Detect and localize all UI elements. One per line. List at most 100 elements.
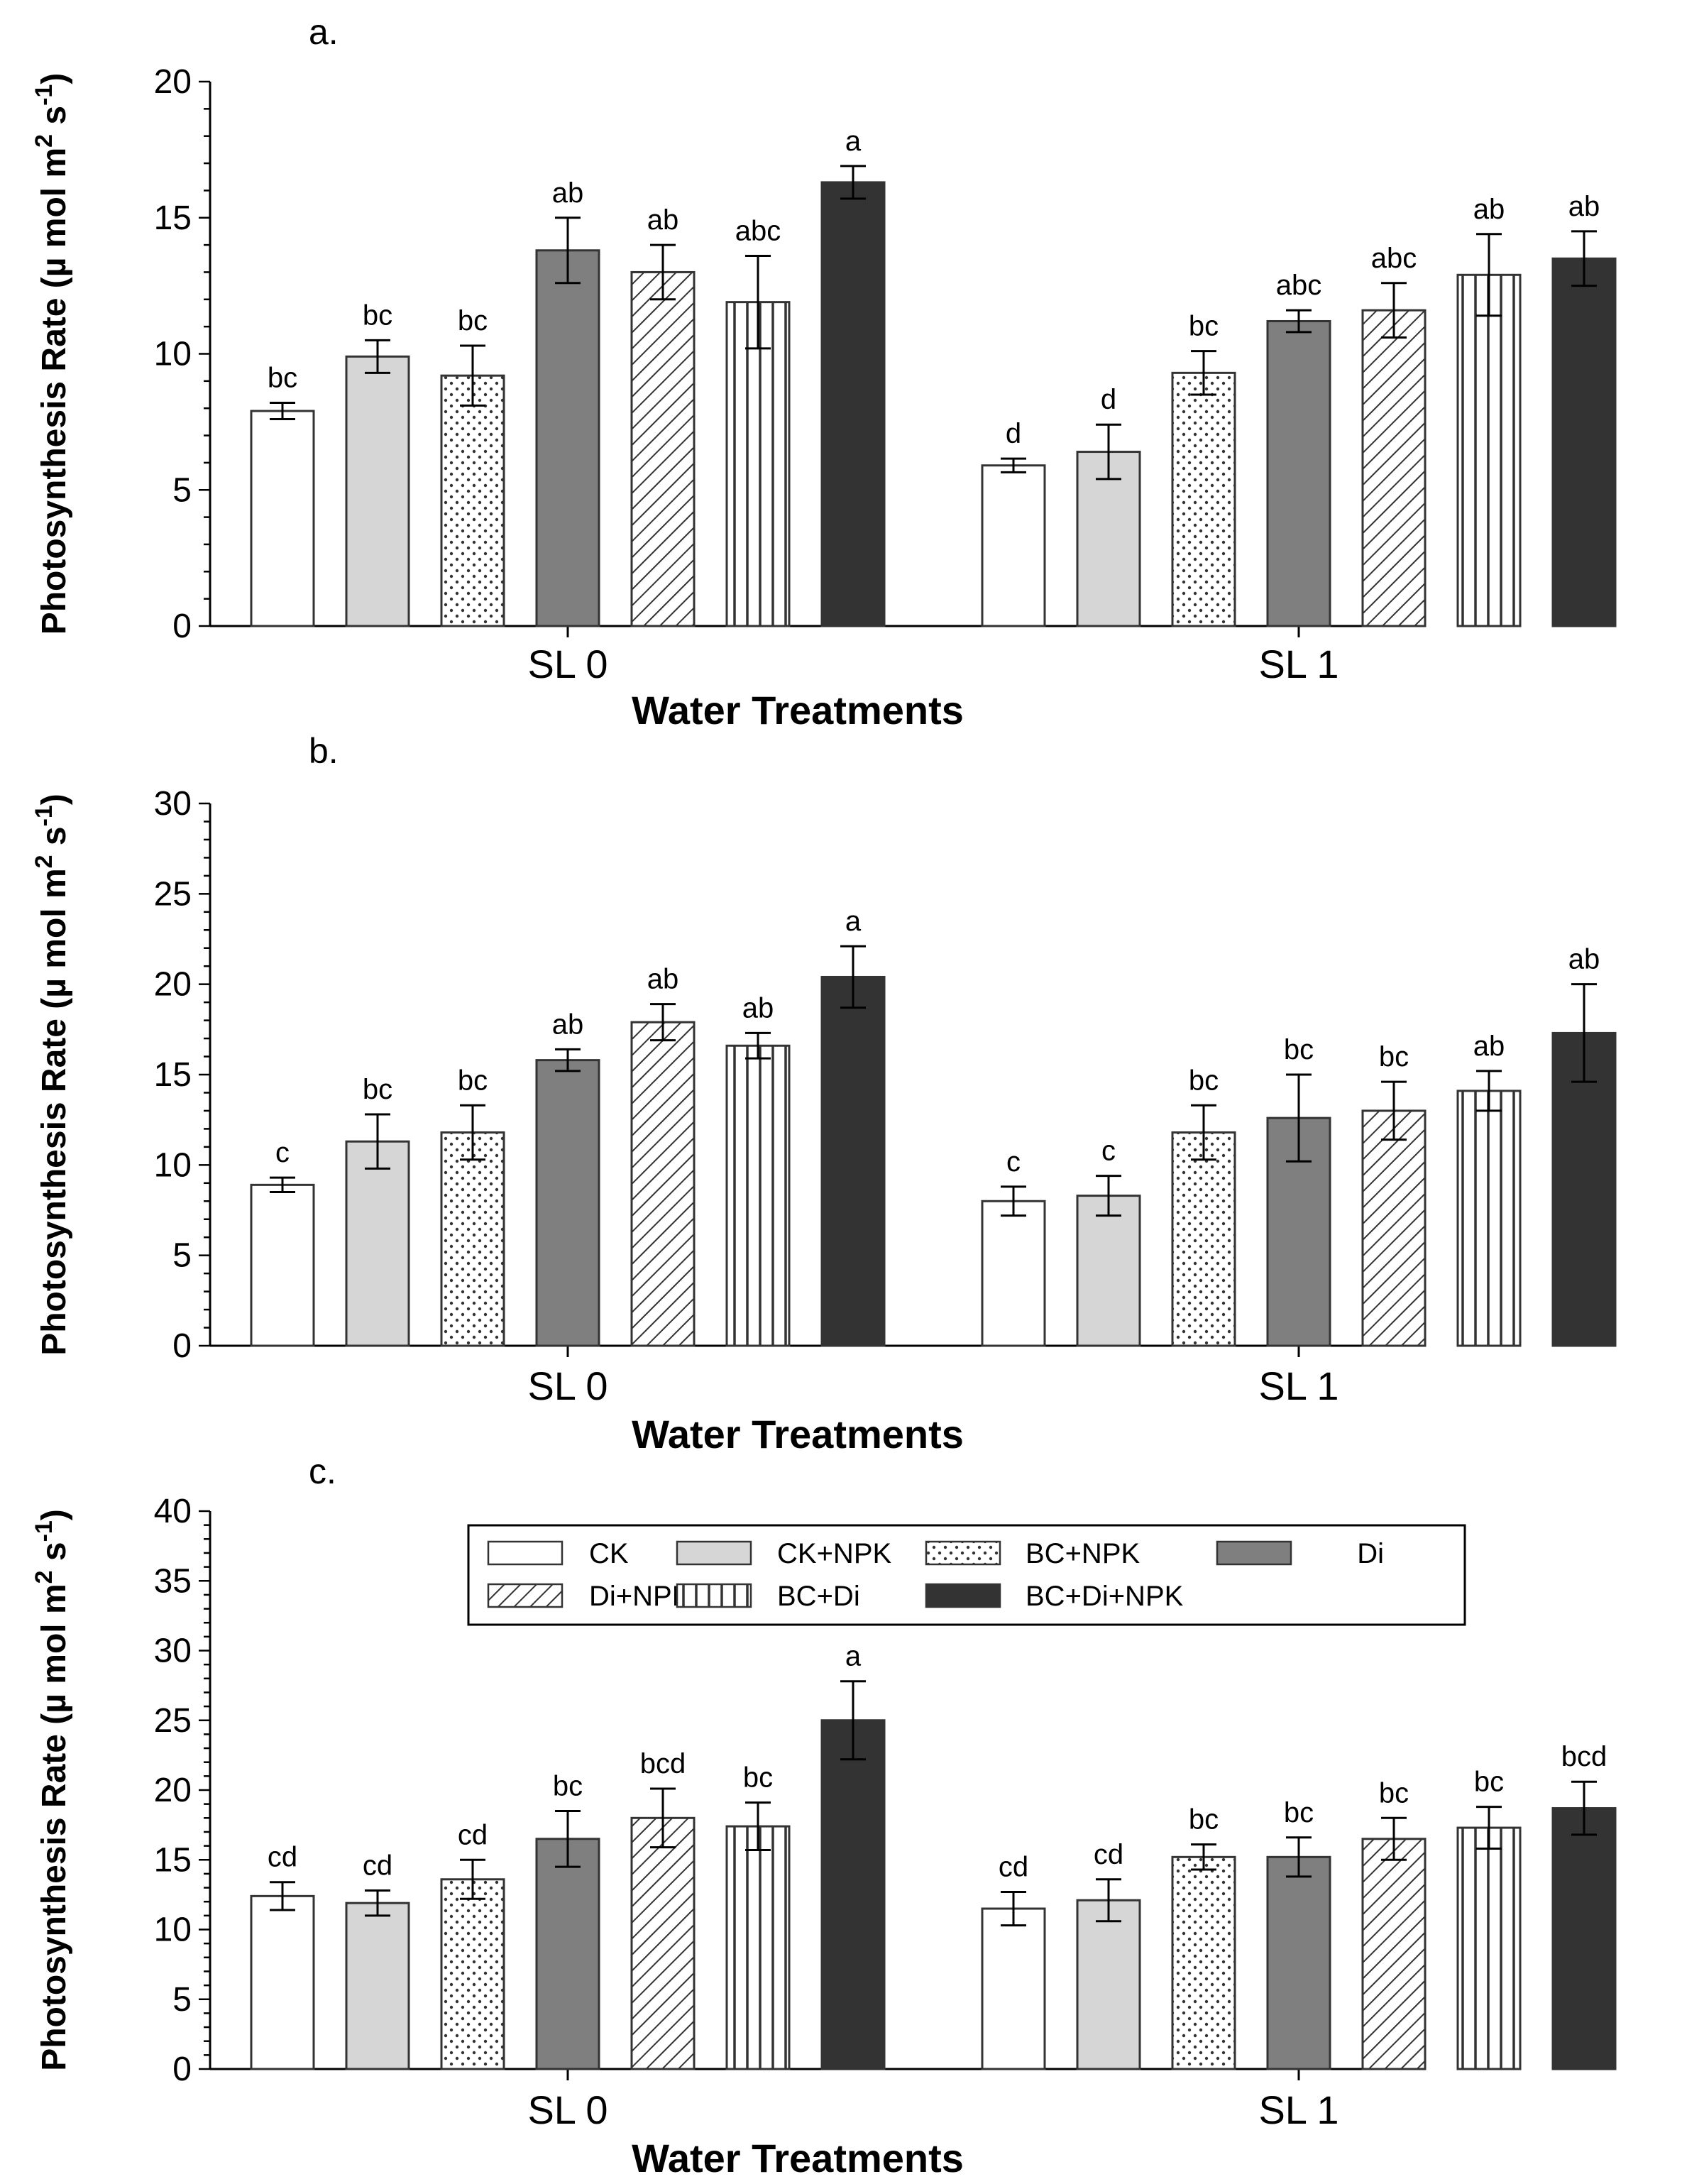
- bar-ck-npk-sl0: [345, 355, 410, 627]
- significance-letter: bc: [1189, 1804, 1219, 1835]
- y-axis-title: Photosynthesis Rate (µ mol m2 s-1): [31, 73, 73, 635]
- significance-letter: cd: [999, 1851, 1028, 1882]
- y-tick-label: 0: [172, 608, 192, 645]
- significance-letter: bc: [268, 363, 297, 394]
- significance-letter: bc: [1379, 1041, 1409, 1072]
- y-tick-label: 30: [154, 785, 192, 823]
- y-tick-label: 20: [154, 966, 192, 1004]
- y-title-sup: -1: [31, 1520, 57, 1542]
- bar-bc-di-sl0: [725, 301, 791, 627]
- y-tick-label: 0: [172, 1327, 192, 1365]
- legend-swatch: [676, 1583, 752, 1608]
- legend-label: Di+NPK: [589, 1581, 691, 1612]
- significance-letter: a: [845, 906, 862, 937]
- bar-bc-npk-sl0: [440, 374, 505, 627]
- category-label: SL 1: [1258, 1363, 1339, 1408]
- bar-ck-sl1: [981, 1200, 1046, 1347]
- significance-letter: a: [845, 1641, 862, 1672]
- significance-letter: abc: [1276, 270, 1322, 301]
- significance-letter: bc: [363, 300, 392, 331]
- significance-letter: cd: [363, 1850, 392, 1881]
- y-title-main: Photosynthesis Rate (µ mol m: [35, 148, 73, 635]
- legend-swatch: [487, 1540, 564, 1566]
- bar-di-npk-sl1: [1361, 1109, 1427, 1347]
- significance-letter: ab: [647, 204, 679, 236]
- bar-bc-di-npk-sl1: [1551, 257, 1617, 627]
- bar-ck-sl1: [981, 464, 1046, 627]
- bar-bc-di-sl1: [1456, 1090, 1522, 1347]
- category-label: SL 1: [1258, 642, 1339, 686]
- y-tick-label: 30: [154, 1632, 192, 1670]
- bar-di-sl0: [535, 249, 600, 627]
- legend-swatch: [1216, 1540, 1292, 1566]
- significance-letter: bcd: [640, 1748, 686, 1779]
- y-tick-label: 5: [172, 471, 192, 509]
- significance-letter: c: [1101, 1136, 1116, 1167]
- significance-letter: d: [1101, 384, 1116, 415]
- legend: CK CK+NPK BC+NPK Di Di+NPK BC+Di BC+Di+NPK: [467, 1524, 1466, 1626]
- significance-letter: bc: [1189, 311, 1219, 342]
- bar-di-npk-sl0: [630, 1816, 696, 2070]
- legend-swatch: [676, 1540, 752, 1566]
- y-tick-label: 10: [154, 1146, 192, 1184]
- bar-di-sl1: [1266, 319, 1331, 627]
- y-axis-title: Photosynthesis Rate (µ mol m2 s-1): [31, 1509, 73, 2071]
- y-title-main: Photosynthesis Rate (µ mol m: [35, 868, 73, 1355]
- significance-letter: cd: [458, 1819, 488, 1850]
- bar-bc-npk-sl1: [1171, 1131, 1236, 1347]
- y-title-end: ): [35, 73, 73, 84]
- y-tick-label: 25: [154, 875, 192, 913]
- bar-ck-npk-sl1: [1076, 1899, 1141, 2070]
- bar-bc-di-sl0: [725, 1044, 791, 1347]
- significance-letter: d: [1006, 418, 1021, 449]
- bar-ck-sl1: [981, 1907, 1046, 2070]
- y-title-sup: -1: [31, 84, 57, 106]
- bar-bc-di-sl0: [725, 1825, 791, 2070]
- y-tick-label: 0: [172, 2051, 192, 2088]
- bar-bc-di-sl1: [1456, 1826, 1522, 2070]
- significance-letter: c: [275, 1137, 290, 1168]
- significance-letter: bcd: [1561, 1741, 1607, 1772]
- legend-label: BC+NPK: [1026, 1538, 1140, 1569]
- y-tick-label: 20: [154, 63, 192, 101]
- bar-ck-sl0: [250, 1894, 315, 2070]
- significance-letter: bc: [458, 305, 488, 336]
- significance-letter: cd: [268, 1842, 297, 1873]
- significance-letter: c: [1006, 1146, 1021, 1178]
- significance-letter: ab: [647, 964, 679, 995]
- significance-letter: cd: [1094, 1839, 1123, 1870]
- y-tick-label: 15: [154, 1056, 192, 1094]
- y-tick-label: 5: [172, 1981, 192, 2019]
- significance-letter: ab: [1568, 191, 1600, 222]
- bar-bc-npk-sl0: [440, 1878, 505, 2070]
- bar-bc-di-npk-sl1: [1551, 1031, 1617, 1347]
- significance-letter: bc: [363, 1074, 392, 1105]
- y-title-sup: -1: [31, 805, 57, 826]
- panel-label: b.: [309, 731, 339, 771]
- legend-label: CK+NPK: [777, 1538, 891, 1569]
- legend-swatch: [487, 1583, 564, 1608]
- x-axis-title: Water Treatments: [632, 1412, 964, 1456]
- bar-bc-di-sl1: [1456, 273, 1522, 627]
- y-title-end: ): [35, 1509, 73, 1520]
- y-tick-label: 15: [154, 1841, 192, 1879]
- bar-ck-sl0: [250, 410, 315, 627]
- y-title-mid: s: [35, 1542, 73, 1570]
- bar-ck-npk-sl1: [1076, 1195, 1141, 1347]
- significance-letter: bc: [1379, 1777, 1409, 1809]
- bar-ck-sl0: [250, 1183, 315, 1347]
- y-title-sup: 2: [31, 855, 57, 868]
- y-tick-label: 10: [154, 1911, 192, 1949]
- significance-letter: ab: [1473, 194, 1505, 225]
- bar-bc-di-npk-sl1: [1551, 1807, 1617, 2070]
- significance-letter: ab: [1473, 1031, 1505, 1062]
- category-label: SL 0: [527, 2087, 608, 2132]
- bar-bc-npk-sl0: [440, 1131, 505, 1347]
- bar-ck-npk-sl0: [345, 1140, 410, 1347]
- panel-b: b. 0 5 10 15 20 25 30 SL 0 SL 1 Water Treatments Ph…: [31, 731, 1617, 1456]
- panel-a: a. 0 5 10 15 20 SL 0 SL 1 Water Treatments Photos…: [31, 12, 1617, 732]
- legend-label: Di: [1357, 1538, 1384, 1569]
- y-tick-label: 40: [154, 1493, 192, 1530]
